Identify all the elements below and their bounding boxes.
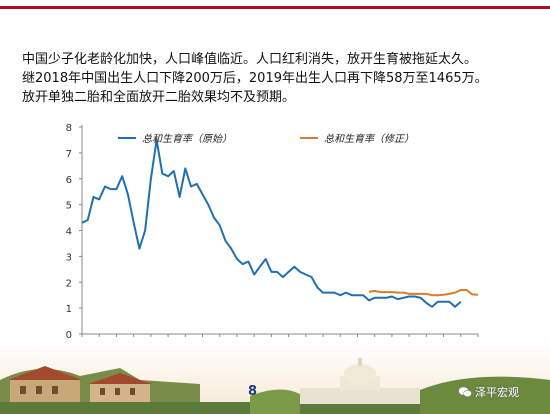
- y-tick-label: 8: [66, 123, 72, 134]
- footer-building-image: [0, 340, 550, 414]
- watermark-text: 泽平宏观: [475, 386, 519, 399]
- headline-line-3: 放开单独二胎和全面放开二胎效果均不及预期。: [22, 90, 296, 105]
- headline-line-1: 中国少子化老龄化加快，人口峰值临近。人口红利消失，放开生育被拖延太久。: [22, 52, 478, 67]
- y-tick-label: 2: [66, 278, 72, 289]
- wechat-icon: [458, 386, 472, 398]
- headline: 中国少子化老龄化加快，人口峰值临近。人口红利消失，放开生育被拖延太久。 继201…: [22, 50, 537, 107]
- series-line-original: [81, 138, 462, 308]
- legend-label-original: 总和生育率（原始）: [142, 133, 232, 145]
- legend-label-revised: 总和生育率（修正）: [324, 133, 414, 145]
- y-tick-label: 6: [66, 175, 72, 186]
- y-tick-label: 0: [66, 330, 72, 341]
- y-tick-label: 1: [66, 304, 72, 315]
- top-accent-rule: [0, 6, 550, 9]
- y-tick-label: 7: [66, 149, 72, 160]
- series-line-revised: [368, 289, 479, 297]
- watermark: 泽平宏观: [458, 384, 519, 400]
- y-tick-label: 4: [66, 227, 72, 238]
- y-tick-label: 3: [66, 252, 72, 263]
- page-number: 8: [248, 384, 258, 399]
- headline-line-2: 继2018年中国出生人口下降200万后，2019年出生人口再下降58万至1465…: [22, 71, 488, 86]
- y-tick-label: 5: [66, 201, 72, 212]
